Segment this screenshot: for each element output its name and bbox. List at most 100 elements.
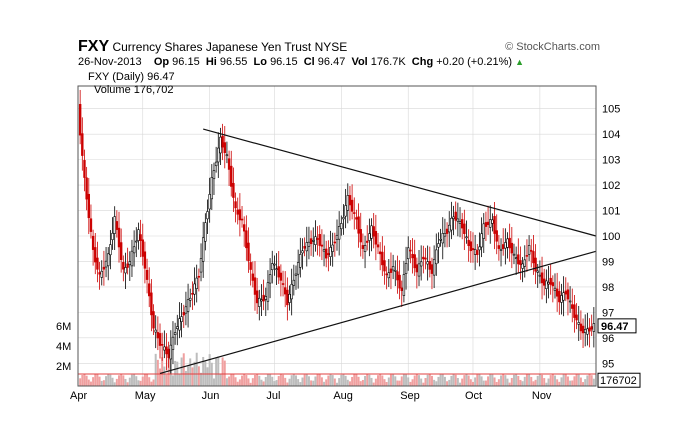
volume-bar	[487, 376, 490, 386]
volume-bar	[588, 374, 591, 386]
volume-bar	[346, 379, 349, 386]
candle-body	[309, 238, 313, 245]
candle-body	[409, 249, 412, 252]
candle-body	[115, 221, 119, 230]
volume-bar	[163, 366, 166, 386]
candle-body	[320, 244, 324, 247]
candle-body	[366, 240, 369, 243]
volume-bar	[111, 377, 114, 386]
volume-bar	[325, 379, 328, 386]
volume-bar	[592, 378, 595, 386]
volume-bar	[290, 375, 293, 386]
volume-bar	[282, 374, 285, 386]
volume-bar	[372, 382, 375, 386]
candle-body	[480, 233, 483, 248]
volume-bar	[348, 381, 351, 386]
volume-bar	[141, 376, 144, 386]
x-tick-label: Oct	[465, 390, 482, 402]
volume-bar	[130, 374, 133, 386]
candle-body	[512, 253, 516, 256]
volume-bar	[459, 382, 462, 386]
volume-bar	[491, 374, 494, 386]
candle-body	[333, 241, 337, 244]
candle-body	[117, 227, 121, 248]
volume-bar	[411, 379, 414, 386]
volume-bar	[484, 380, 487, 386]
candle-body	[476, 250, 479, 256]
volume-bar	[497, 379, 500, 386]
candle-body	[283, 287, 287, 295]
candle-body	[346, 195, 349, 211]
volume-bar	[310, 380, 313, 386]
volume-bar	[338, 378, 341, 386]
candle-body	[154, 329, 157, 333]
volume-bar	[558, 381, 561, 386]
volume-bar	[329, 374, 332, 386]
volume-bar	[562, 374, 565, 386]
volume-bar	[500, 375, 503, 386]
open-value: 96.15	[172, 56, 200, 68]
candle-body	[357, 216, 360, 234]
candle-body	[201, 237, 205, 262]
volume-bar	[314, 376, 317, 386]
candle-body	[290, 284, 293, 300]
candle-body	[385, 273, 388, 276]
volume-bar	[564, 374, 567, 386]
candle-body	[508, 237, 511, 249]
volume-bar	[549, 375, 552, 386]
volume-bar	[303, 374, 306, 386]
volume-bar	[118, 375, 121, 386]
candle-body	[363, 244, 367, 252]
low-label: Lo	[253, 56, 267, 68]
candle-body	[160, 344, 164, 346]
candle-body	[212, 170, 216, 180]
volume-bar	[122, 375, 125, 386]
candle-body	[126, 263, 129, 268]
candle-body	[119, 242, 123, 260]
volume-bar	[519, 379, 522, 386]
volume-bar	[178, 374, 181, 386]
candle-body	[197, 275, 201, 278]
volume-bar	[212, 378, 215, 386]
candle-body	[426, 261, 429, 265]
volume-bar	[262, 381, 265, 386]
x-tick-label: Jun	[202, 390, 220, 402]
candle-body	[542, 278, 546, 286]
volume-bar	[471, 381, 474, 386]
candle-body	[540, 272, 544, 284]
candle-body	[195, 277, 198, 289]
candle-body	[536, 270, 539, 273]
volume-bar	[152, 379, 155, 386]
x-tick-label: May	[135, 390, 156, 402]
volume-bar	[364, 375, 367, 386]
volume-bar	[467, 375, 470, 386]
candle-body	[245, 230, 248, 249]
candle-body	[584, 329, 587, 333]
candle-body	[482, 223, 485, 239]
volume-bar	[223, 360, 226, 386]
candles	[78, 89, 596, 374]
volume-bar	[536, 375, 539, 386]
volume-bar	[448, 379, 451, 386]
candle-body	[249, 262, 252, 270]
volume-bar	[269, 374, 272, 386]
volume-bar	[171, 375, 174, 386]
volume-bar	[385, 382, 388, 386]
volume-bar	[206, 367, 209, 386]
volume-bar	[573, 376, 576, 386]
candle-body	[137, 229, 140, 241]
candle-body	[223, 142, 226, 154]
candle-body	[521, 263, 524, 269]
volume-bar	[377, 375, 380, 386]
candle-body	[89, 218, 93, 232]
volume-bar	[202, 356, 205, 386]
candle-body	[484, 222, 488, 227]
candle-body	[370, 225, 373, 239]
candle-body	[551, 282, 555, 287]
candle-body	[350, 199, 354, 212]
volume-bar	[219, 373, 222, 386]
volume-bar	[590, 375, 593, 386]
volume-tick-label: 4M	[56, 341, 71, 353]
candle-body	[441, 233, 444, 244]
volume-bar	[415, 374, 418, 386]
